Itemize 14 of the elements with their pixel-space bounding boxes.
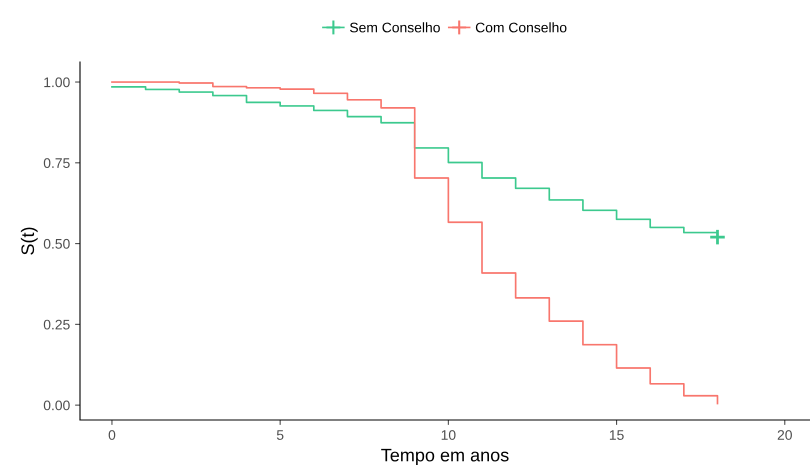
x-axis-title: Tempo em anos	[381, 448, 509, 466]
y-tick-label: 0.75	[44, 158, 70, 168]
y-tick-label: 0.00	[44, 400, 70, 410]
legend-label: Sem Conselho	[350, 22, 440, 32]
legend-label: Com Conselho	[476, 22, 566, 32]
x-tick-label: 15	[610, 430, 624, 440]
x-tick-label: 10	[442, 430, 456, 440]
x-tick-label: 5	[276, 430, 284, 440]
y-tick-label: 0.25	[44, 320, 70, 330]
y-tick-label: 0.50	[44, 238, 70, 249]
x-tick-label: 20	[778, 430, 792, 440]
y-axis-title: S(t)	[20, 228, 38, 255]
y-tick-label: 1.00	[44, 77, 70, 88]
x-tick-label: 0	[108, 430, 116, 440]
